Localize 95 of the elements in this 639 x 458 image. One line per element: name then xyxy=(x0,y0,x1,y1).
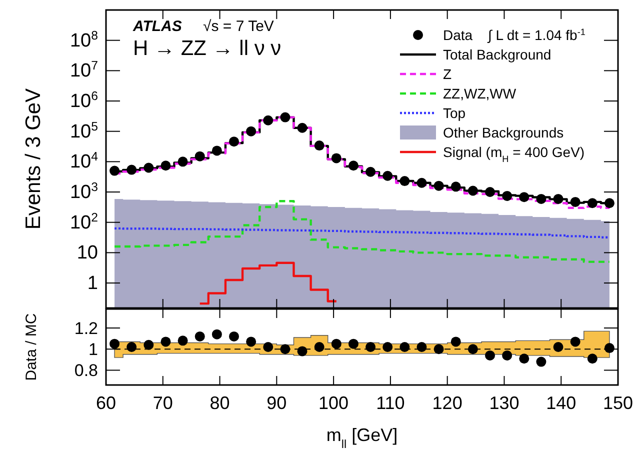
y-tick-label: 1.2 xyxy=(74,319,98,338)
y-tick-label: 10$^{6}$ xyxy=(70,89,98,112)
x-tick-label: 110 xyxy=(376,393,405,413)
point xyxy=(553,342,564,352)
legend-label: Other Backgrounds xyxy=(443,124,564,140)
point xyxy=(434,344,444,354)
point xyxy=(519,192,530,202)
annotation: √s = 7 TeV xyxy=(203,18,274,35)
point xyxy=(178,156,188,167)
legend-label: ZZ,WZ,WW xyxy=(443,86,517,102)
point xyxy=(553,194,564,204)
point xyxy=(263,115,274,126)
x-tick-label: 150 xyxy=(602,393,634,413)
x-tick-label: 120 xyxy=(432,393,462,413)
point xyxy=(587,354,598,364)
point xyxy=(246,126,256,136)
y-axis-title: Events / 3 GeV xyxy=(22,88,45,230)
point xyxy=(297,122,308,133)
x-tick-label: 100 xyxy=(318,393,349,413)
point xyxy=(502,190,512,201)
point xyxy=(450,182,461,192)
legend-label: Z xyxy=(443,66,452,82)
point xyxy=(280,112,290,122)
point xyxy=(160,160,171,171)
point xyxy=(246,336,256,347)
point xyxy=(366,166,376,177)
point xyxy=(485,350,495,360)
annotation: ATLAS xyxy=(132,18,182,35)
point xyxy=(126,342,137,352)
point xyxy=(434,180,444,191)
point xyxy=(485,187,495,198)
y-tick-label: 10$^{7}$ xyxy=(70,58,98,82)
legend-label: Signal (m$_{H}$ = 400 GeV) xyxy=(443,144,585,164)
point xyxy=(450,336,461,347)
point xyxy=(194,151,205,162)
point xyxy=(229,331,239,342)
point xyxy=(416,342,427,352)
point xyxy=(468,344,478,354)
point xyxy=(110,166,120,176)
point xyxy=(160,336,171,347)
y-tick-label: 10 xyxy=(76,242,98,264)
point xyxy=(110,338,120,349)
point xyxy=(400,342,410,352)
point xyxy=(126,164,137,175)
point xyxy=(536,356,546,367)
y-tick-label: 1 xyxy=(87,273,98,294)
y-tick-label: 10$^{8}$ xyxy=(70,28,98,52)
point xyxy=(570,196,580,207)
x-tick-label: 60 xyxy=(96,393,116,413)
point xyxy=(212,329,222,340)
x-tick-label: 140 xyxy=(546,393,576,413)
point xyxy=(366,342,376,352)
point xyxy=(348,338,358,349)
point xyxy=(382,170,393,181)
point xyxy=(144,162,154,173)
y-tick-label: 10$^{2}$ xyxy=(70,210,98,234)
annotation: H → ZZ → ll ν ν xyxy=(133,37,282,60)
y-tick-label: 0.8 xyxy=(74,361,98,380)
point xyxy=(331,338,342,349)
x-tick-label: 130 xyxy=(489,393,520,413)
y-tick-label: 1 xyxy=(88,340,98,360)
x-tick-label: 70 xyxy=(152,393,173,413)
x-tick-label: 90 xyxy=(266,393,287,413)
point xyxy=(263,342,274,352)
point xyxy=(314,342,324,352)
legend-label: Data xyxy=(443,27,473,43)
point xyxy=(178,336,188,346)
point xyxy=(587,198,598,208)
point xyxy=(280,344,290,354)
point xyxy=(536,194,546,204)
y-axis-title: Data / MC xyxy=(23,313,40,381)
legend-label: Top xyxy=(443,105,466,121)
point xyxy=(382,342,393,352)
y-tick-label: 10$^{5}$ xyxy=(70,119,98,142)
point xyxy=(314,140,324,151)
point xyxy=(331,153,342,164)
y-tick-label: 10$^{3}$ xyxy=(70,180,98,204)
point xyxy=(519,354,530,364)
point xyxy=(229,136,239,147)
x-axis-title: m$_{ll}$ [GeV] xyxy=(326,425,398,450)
point xyxy=(297,346,308,356)
point xyxy=(502,350,512,360)
point xyxy=(212,146,222,156)
point xyxy=(604,198,614,208)
point xyxy=(144,340,154,350)
point xyxy=(468,186,478,196)
annotation: ∫ L dt = 1.04 fb$^{-1}$ xyxy=(487,27,586,43)
point xyxy=(416,178,427,188)
y-tick-label: 10$^{4}$ xyxy=(70,150,98,173)
x-tick-label: 80 xyxy=(210,393,230,413)
point xyxy=(194,331,205,342)
point xyxy=(570,336,580,347)
point xyxy=(400,176,410,186)
legend-label: Total Background xyxy=(443,46,552,62)
point xyxy=(348,160,358,171)
